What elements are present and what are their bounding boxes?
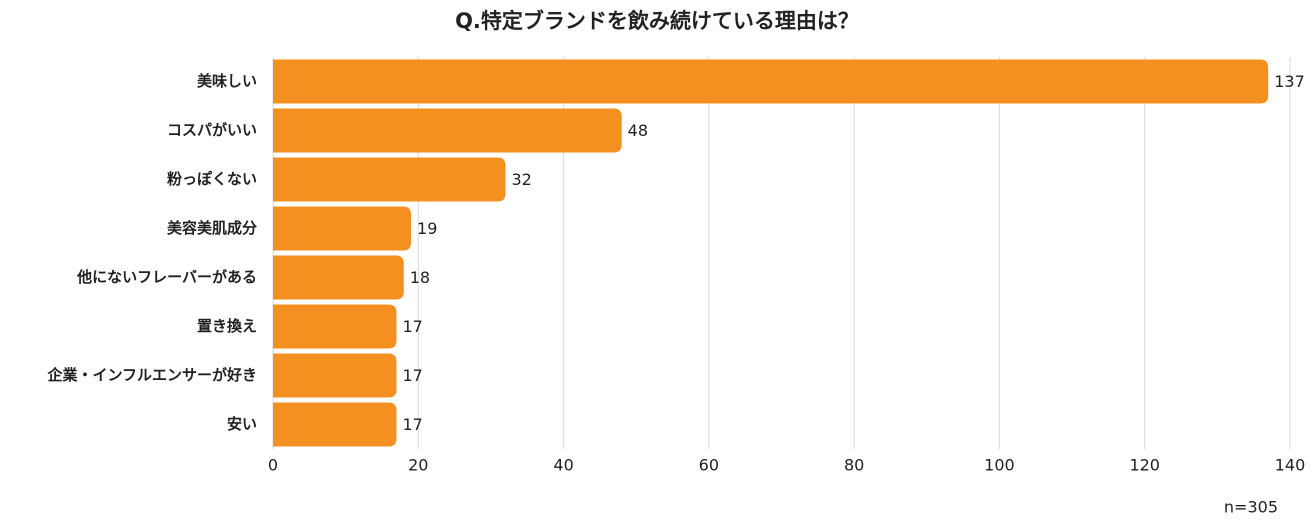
value-label: 17 (402, 366, 422, 385)
bar (273, 255, 404, 300)
bar (273, 108, 622, 153)
annotation: n=305 (1224, 498, 1278, 517)
y-tick-label: 企業・インフルエンサーが好き (46, 366, 257, 384)
bar (273, 304, 397, 349)
y-tick-label: 美味しい (197, 72, 257, 90)
x-tick-label: 20 (408, 456, 428, 475)
y-tick-label: 粉っぽくない (167, 170, 257, 188)
x-tick-label: 100 (984, 456, 1015, 475)
x-tick-label: 140 (1275, 456, 1306, 475)
value-label: 19 (417, 219, 437, 238)
bar (273, 402, 397, 447)
value-label: 32 (511, 170, 531, 189)
value-label: 17 (402, 317, 422, 336)
y-tick-label: コスパがいい (167, 121, 257, 139)
y-tick-label: 置き換え (197, 317, 257, 335)
value-label: 17 (402, 415, 422, 434)
bar (273, 157, 506, 202)
bar (273, 353, 397, 398)
value-label: 48 (628, 121, 648, 140)
y-tick-label: 安い (227, 415, 257, 433)
value-label: 18 (410, 268, 430, 287)
value-label: 137 (1274, 72, 1305, 91)
bar (273, 59, 1269, 104)
bar (273, 206, 412, 251)
x-tick-label: 80 (844, 456, 864, 475)
chart-title: Q.特定ブランドを飲み続けている理由は？ (455, 9, 859, 33)
y-tick-label: 他にないフレーバーがある (76, 268, 257, 286)
x-tick-label: 60 (699, 456, 719, 475)
x-tick-label: 0 (268, 456, 278, 475)
y-tick-label: 美容美肌成分 (167, 219, 257, 237)
x-tick-label: 120 (1129, 456, 1160, 475)
x-tick-label: 40 (553, 456, 573, 475)
